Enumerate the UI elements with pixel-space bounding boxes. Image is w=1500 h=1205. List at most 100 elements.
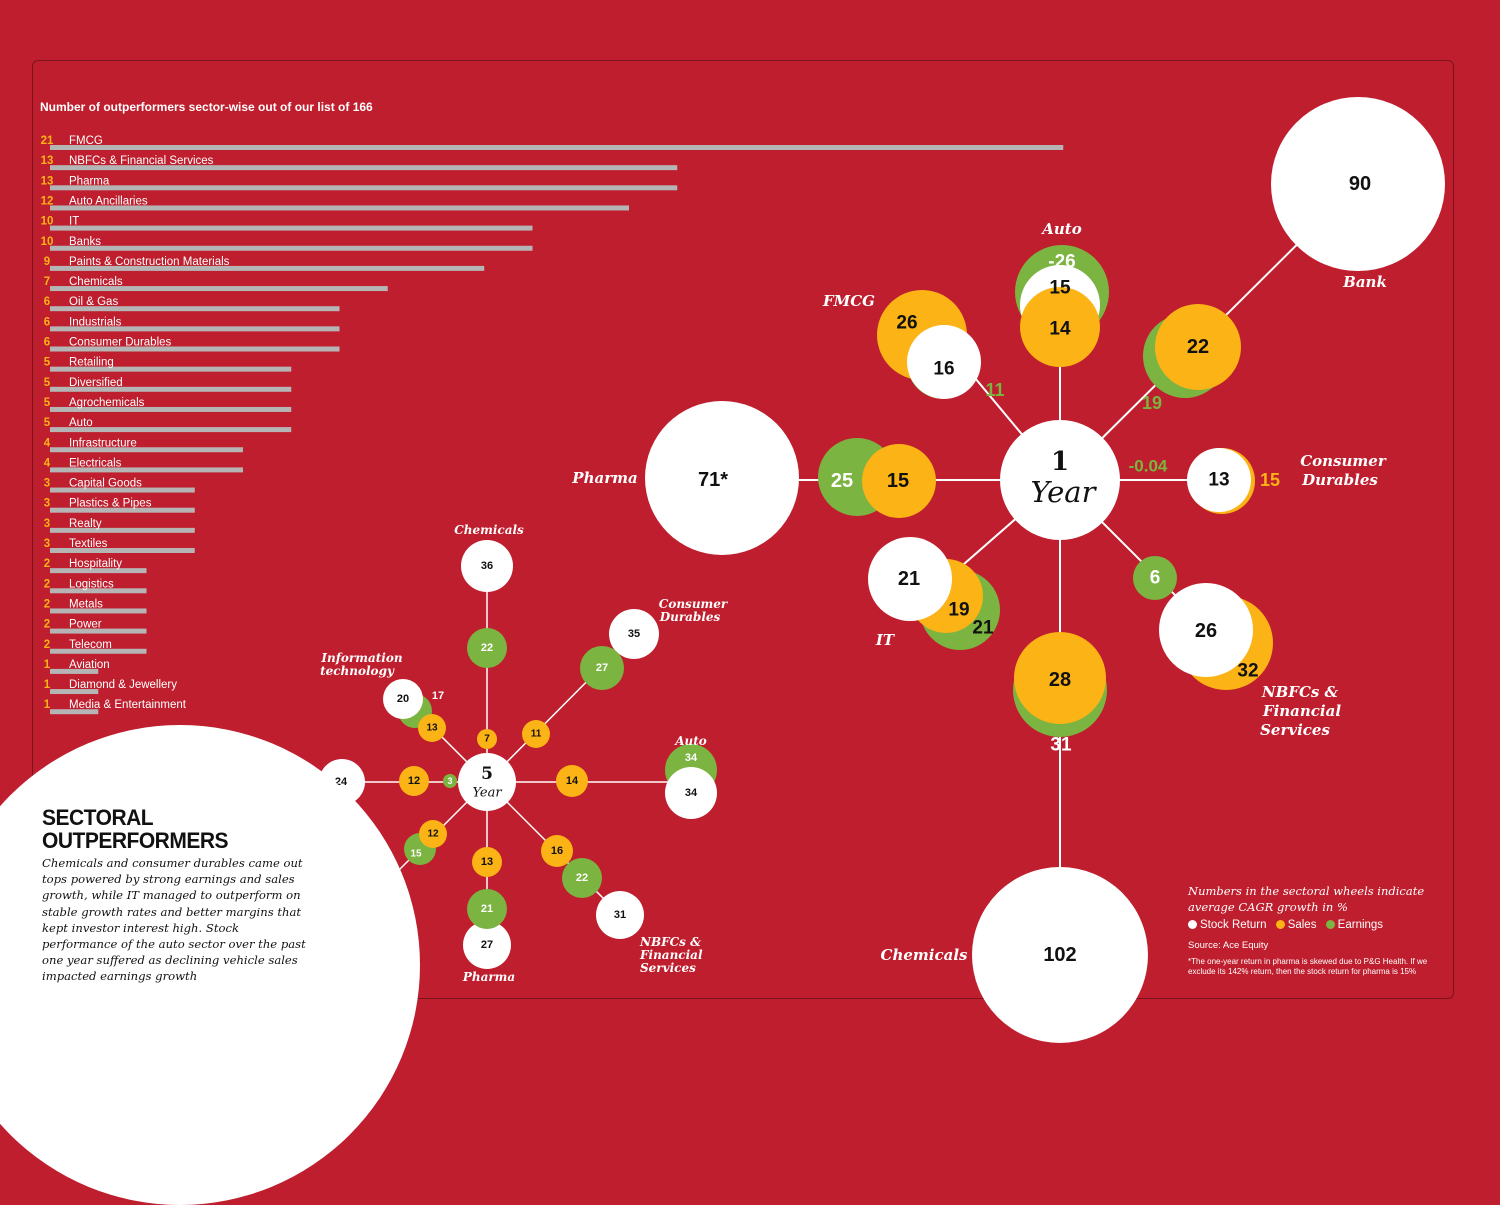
sector-label: Pharma bbox=[462, 970, 515, 984]
bar-count: 6 bbox=[44, 337, 50, 349]
sales-bubble bbox=[1014, 632, 1106, 724]
legend-source: Source: Ace Equity bbox=[1188, 940, 1269, 951]
bar-label: 1 bbox=[44, 679, 51, 691]
sales-bubble bbox=[477, 729, 497, 749]
sales-value: 12 bbox=[427, 829, 439, 840]
bar bbox=[50, 689, 99, 695]
bar-category-label: Agrochemicals bbox=[69, 397, 145, 409]
sales-bubble bbox=[1020, 287, 1100, 367]
bar-chart-title: Number of outperformers sector-wise out … bbox=[40, 100, 373, 114]
bar-category-label: Metals bbox=[69, 598, 103, 610]
stock-return-bubble bbox=[383, 679, 423, 719]
sector-label: Chemicals bbox=[881, 946, 969, 964]
sales-value: 15 bbox=[1260, 470, 1280, 490]
bar-category-label: Chemicals bbox=[69, 276, 123, 288]
bar-count: 13 bbox=[41, 175, 54, 187]
earnings-bubble bbox=[562, 858, 602, 898]
bar bbox=[50, 205, 629, 211]
bar-category-label: Banks bbox=[69, 236, 101, 248]
bar bbox=[50, 467, 243, 473]
bar bbox=[50, 406, 292, 412]
stock-return-bubble bbox=[596, 891, 644, 939]
sector-label: IT bbox=[875, 631, 896, 649]
stock-return-bubble bbox=[907, 325, 981, 399]
stock-return-bubble bbox=[463, 921, 511, 969]
bar-count: 1 bbox=[44, 699, 51, 711]
bar-count: 5 bbox=[44, 357, 51, 369]
sales-bubble bbox=[556, 765, 588, 797]
bar bbox=[50, 487, 195, 493]
bar-label: 2 bbox=[44, 619, 50, 631]
bar-category-label: Media & Entertainment bbox=[69, 699, 187, 711]
bar-category-label: Retailing bbox=[69, 357, 114, 369]
stock-return-value: 13 bbox=[1208, 470, 1229, 491]
bar-label: 10 bbox=[41, 236, 54, 248]
stock-return-value: 16 bbox=[933, 359, 954, 380]
bar bbox=[50, 366, 292, 372]
earnings-value: 3 bbox=[447, 776, 452, 786]
story-text: Chemicals and consumer durables came out… bbox=[42, 856, 306, 984]
bar-category-label: Capital Goods bbox=[69, 478, 142, 490]
bar-category-label: Diversified bbox=[69, 377, 123, 389]
sector-label: Consumer bbox=[1300, 452, 1387, 470]
bar bbox=[50, 165, 678, 171]
bar-label: 2 bbox=[44, 578, 50, 590]
stock-return-value: 15 bbox=[1049, 278, 1071, 299]
sales-value: 14 bbox=[1049, 319, 1071, 340]
bar-count: 3 bbox=[44, 538, 50, 550]
bar-count: 12 bbox=[41, 195, 54, 207]
bar-count: 5 bbox=[44, 417, 51, 429]
bar bbox=[50, 588, 147, 594]
bar-count: 2 bbox=[44, 578, 50, 590]
legend-title: Numbers in the sectoral wheels indicate … bbox=[1188, 884, 1425, 914]
stock-return-bubble bbox=[645, 401, 799, 555]
bar bbox=[50, 568, 147, 574]
hub-label-number: 1 bbox=[1051, 447, 1069, 477]
sector-label: Durables bbox=[1301, 471, 1378, 489]
bar-count: 13 bbox=[41, 155, 54, 167]
earnings-dot-icon bbox=[1325, 920, 1335, 929]
stock-return-dot-icon bbox=[1188, 920, 1197, 929]
bar-count: 4 bbox=[44, 457, 51, 469]
bar-label: 2 bbox=[44, 558, 50, 570]
stock-return-bubble bbox=[1187, 448, 1251, 512]
sector-label: Financial bbox=[639, 948, 703, 962]
stock-return-value: 26 bbox=[1195, 620, 1217, 642]
bar bbox=[50, 648, 147, 654]
stock-return-bubble bbox=[972, 867, 1148, 1043]
bar-label: 21 bbox=[41, 135, 54, 147]
sales-bubble bbox=[522, 720, 550, 748]
sector-label: Services bbox=[640, 961, 696, 975]
earnings-bubble bbox=[467, 628, 507, 668]
sector-label: Auto bbox=[1040, 220, 1081, 238]
sales-bubble bbox=[862, 444, 936, 518]
legend-item-sales: Sales bbox=[1287, 919, 1317, 931]
bar-label: 5 bbox=[44, 357, 51, 369]
stock-return-value: 21 bbox=[898, 568, 920, 590]
bar-category-label: Infrastructure bbox=[69, 437, 137, 449]
bar-category-label: Pharma bbox=[69, 175, 110, 187]
bar-label: 1 bbox=[44, 659, 51, 671]
bar-count: 1 bbox=[44, 679, 51, 691]
stock-return-value: 90 bbox=[1349, 173, 1371, 195]
bar-label: 7 bbox=[44, 276, 50, 288]
sector-label: Information bbox=[320, 651, 402, 665]
bar-category-label: FMCG bbox=[69, 135, 103, 147]
sales-value: 15 bbox=[887, 470, 909, 492]
bar-label: 3 bbox=[44, 478, 50, 490]
bar-category-label: Textiles bbox=[69, 538, 108, 550]
sector-label: FMCG bbox=[822, 292, 875, 310]
bar-count: 21 bbox=[41, 135, 54, 147]
sales-bubble bbox=[541, 835, 573, 867]
earnings-value: 11 bbox=[985, 380, 1004, 400]
bar-category-label: Plastics & Pipes bbox=[69, 498, 152, 510]
earnings-value: 19 bbox=[1142, 393, 1162, 413]
sales-bubble bbox=[399, 766, 429, 796]
earnings-value: 25 bbox=[831, 470, 853, 492]
bar bbox=[50, 628, 147, 634]
stock-return-value: 71* bbox=[698, 469, 728, 491]
bar-count: 1 bbox=[44, 659, 51, 671]
bar-count: 7 bbox=[44, 276, 50, 288]
stock-return-value: 35 bbox=[628, 628, 640, 640]
bar bbox=[50, 346, 340, 352]
